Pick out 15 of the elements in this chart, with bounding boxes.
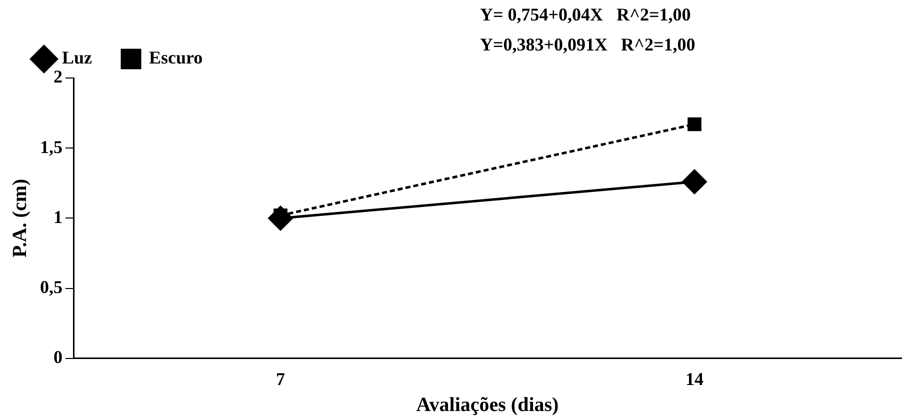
y-tick-label: 0,5: [40, 276, 62, 297]
point: [682, 170, 707, 194]
text: Y=0,383+0,091X R^2=1,00: [480, 34, 696, 55]
legend-label: Luz: [62, 48, 92, 68]
y-axis-title: P.A. (cm): [9, 178, 32, 258]
y-tick-label: 1: [54, 206, 62, 227]
x-tick-label: 14: [686, 368, 704, 389]
point: [688, 117, 702, 132]
y-tick-label: 2: [54, 66, 62, 87]
y-tick-label: 0: [54, 347, 62, 368]
y-tick-label: 1,5: [40, 136, 62, 157]
legend-label: Escuro: [149, 48, 203, 68]
text: Y= 0,754+0,04X R^2=1,00: [480, 4, 691, 25]
x-tick-label: 7: [276, 368, 285, 389]
x-axis-title: Avaliações (dias): [416, 394, 559, 416]
